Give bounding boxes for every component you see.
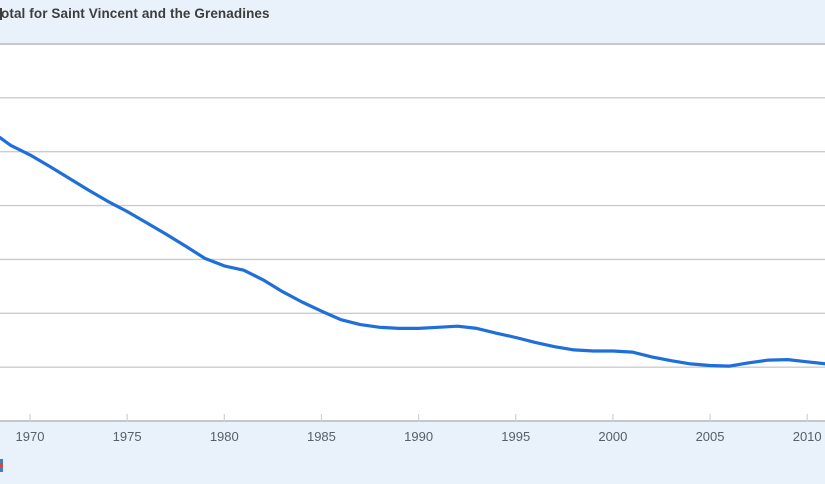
x-axis-label: 1990 [404,429,434,444]
x-axis-label: 2010 [792,429,822,444]
x-axis-band: 1970 1975 1980 1985 1990 1995 2000 2005 2010 [0,422,825,484]
logo-blue-top [0,459,3,463]
logo-red-middle [0,463,3,467]
x-axis-label: 1980 [209,429,239,444]
plot-area[interactable] [0,45,825,420]
x-axis-label: 2000 [598,429,628,444]
x-axis-label: 1985 [306,429,336,444]
cropped-letter-fragment [0,8,2,20]
x-axis-label: 1975 [112,429,142,444]
chart-title: otal for Saint Vincent and the Grenadine… [1,6,270,21]
logo-blue-bottom [0,467,3,472]
x-axis-label: 2005 [695,429,725,444]
x-axis-label: 1970 [15,429,45,444]
chart-header-band: otal for Saint Vincent and the Grenadine… [0,0,825,43]
x-axis-label: 1995 [501,429,531,444]
fred-logo-fragment[interactable] [0,459,3,472]
